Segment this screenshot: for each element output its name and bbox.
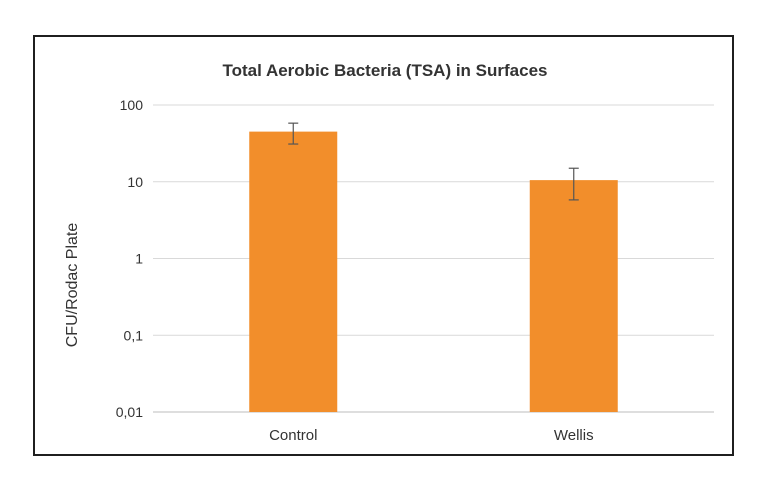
y-tick-label: 1 [135,251,143,267]
x-axis-ticks: Control Wellis [269,427,594,444]
error-bars [288,122,579,201]
y-tick-label: 0,01 [116,404,143,420]
y-axis-ticks: 0,01 0,1 1 10 100 [116,97,143,420]
gridlines [153,104,714,413]
bar-control [249,131,338,412]
bar-wellis [529,180,618,412]
y-axis-label: CFU/Rodac Plate [64,223,81,348]
y-tick-label: 0,1 [124,327,144,343]
chart-title: Total Aerobic Bacteria (TSA) in Surfaces [223,61,548,80]
bars [249,131,618,412]
y-tick-label: 100 [120,97,144,113]
chart: Total Aerobic Bacteria (TSA) in Surfaces… [64,61,714,444]
chart-frame: Total Aerobic Bacteria (TSA) in Surfaces… [33,35,734,456]
x-tick-label: Control [269,427,317,444]
x-tick-label: Wellis [554,427,594,444]
y-tick-label: 10 [127,174,143,190]
